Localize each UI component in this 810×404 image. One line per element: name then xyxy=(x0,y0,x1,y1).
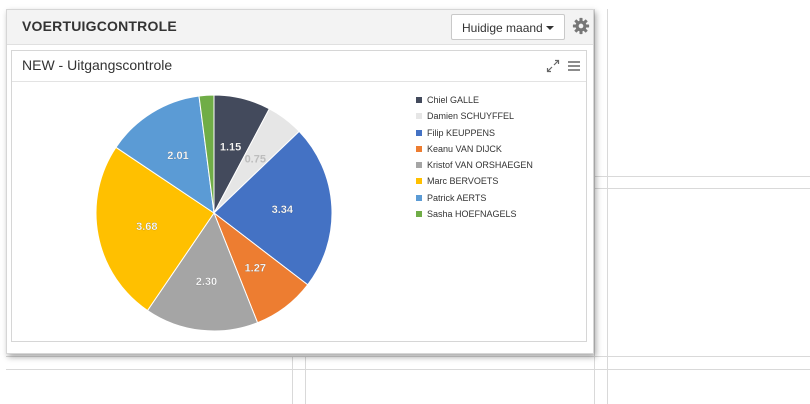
grid-line xyxy=(305,356,306,404)
legend-swatch xyxy=(416,194,422,201)
period-select[interactable]: Huidige maand xyxy=(451,14,565,40)
grid-line xyxy=(595,188,810,189)
vehicle-control-panel: VOERTUIGCONTROLE Huidige maand NEW - Uit… xyxy=(6,9,594,354)
legend-label: Filip KEUPPENS xyxy=(427,127,496,138)
panel-header: VOERTUIGCONTROLE Huidige maand xyxy=(7,10,593,45)
legend-label: Damien SCHUYFFEL xyxy=(427,111,515,122)
widget-title: NEW - Uitgangscontrole xyxy=(22,57,173,73)
legend-label: Kristof VAN ORSHAEGEN xyxy=(427,160,533,171)
legend-swatch xyxy=(416,113,422,120)
legend-label: Sasha HOEFNAGELS xyxy=(427,209,517,220)
legend-swatch xyxy=(416,178,422,185)
legend-swatch xyxy=(416,97,422,103)
pie-slice[interactable] xyxy=(146,211,259,332)
expand-icon[interactable] xyxy=(546,59,560,73)
pie-slice[interactable] xyxy=(213,130,333,286)
grid-line xyxy=(6,369,810,370)
legend-label: Patrick AERTS xyxy=(427,192,487,203)
legend-label: Marc BERVOETS xyxy=(427,176,499,187)
panel-title: VOERTUIGCONTROLE xyxy=(22,18,177,34)
caret-down-icon xyxy=(546,26,554,30)
hamburger-menu-icon[interactable] xyxy=(567,59,581,73)
pie-data-label: 0.75 xyxy=(245,153,266,165)
period-select-value: Huidige maand xyxy=(462,21,543,35)
legend-label: Chiel GALLE xyxy=(427,95,480,105)
legend-swatch xyxy=(416,162,422,169)
widget-header: NEW - Uitgangscontrole xyxy=(12,51,586,82)
pie-data-label: 2.01 xyxy=(167,150,188,162)
grid-line xyxy=(594,9,595,404)
pie-slice[interactable] xyxy=(115,95,215,215)
grid-line xyxy=(595,176,810,177)
pie-data-label: 3.68 xyxy=(136,221,157,233)
grid-line xyxy=(292,356,293,404)
grid-line xyxy=(607,9,608,404)
pie-slice[interactable] xyxy=(198,94,215,214)
legend-label: Keanu VAN DIJCK xyxy=(427,143,502,154)
pie-data-label: 1.27 xyxy=(245,263,266,275)
pie-chart: 1.15 0.75 3.34 1.27 2.30 3.68 2.01 xyxy=(95,94,333,332)
legend-swatch xyxy=(416,129,422,136)
grid-line xyxy=(6,356,810,357)
pie-slice[interactable] xyxy=(95,146,215,312)
pie-data-label: 3.34 xyxy=(272,204,294,216)
chart-widget: NEW - Uitgangscontrole 1.15 0.75 3.34 1.27 2… xyxy=(11,50,587,342)
legend-swatch xyxy=(416,211,422,218)
gear-icon[interactable] xyxy=(572,17,590,35)
legend-swatch xyxy=(416,145,422,152)
pie-data-label: 1.15 xyxy=(220,142,241,154)
pie-data-label: 2.30 xyxy=(196,276,217,288)
